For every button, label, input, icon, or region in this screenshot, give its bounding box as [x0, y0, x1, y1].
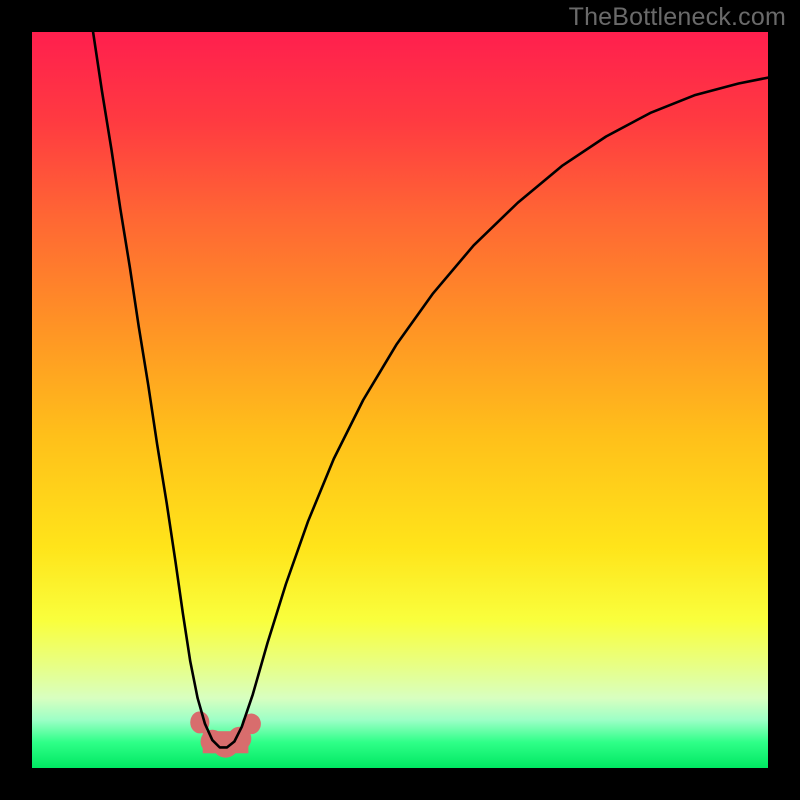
watermark-text: TheBottleneck.com — [569, 0, 800, 32]
gradient-background — [32, 32, 768, 768]
plot-area — [32, 32, 768, 768]
plot-svg — [32, 32, 768, 768]
